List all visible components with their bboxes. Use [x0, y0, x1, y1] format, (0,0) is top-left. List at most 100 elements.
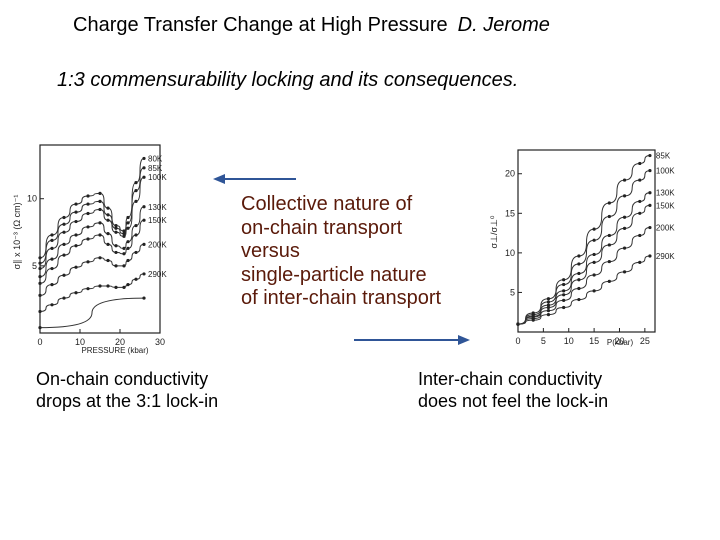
chart0-y-tick-label: 5 [32, 261, 37, 271]
chart0-data-point [50, 246, 54, 250]
chart0-data-point [62, 222, 66, 226]
chartundefined-data-point [577, 286, 581, 291]
chartundefined-data-point [592, 227, 596, 231]
chartundefined-data-point [607, 243, 611, 247]
chart0-data-point [122, 229, 126, 233]
chart0-series-label: 200K [148, 240, 167, 249]
chartundefined-frame [517, 149, 656, 333]
chart0-data-point [50, 238, 54, 242]
chartundefined-data-point [648, 203, 652, 207]
chartundefined-data-point [607, 279, 611, 283]
chart0-data-point [126, 226, 130, 230]
chartundefined-data-point [562, 278, 566, 282]
chart0-y-axis-label: σ∥ x 10⁻³ (Ω cm)⁻¹ [12, 195, 22, 270]
chart0-data-point [98, 221, 102, 225]
caption-line: drops at the 3:1 lock-in [36, 391, 219, 411]
chart0-x-tick-label: 20 [115, 337, 125, 347]
chart0-data-point [106, 232, 110, 236]
caption-line: Inter-chain conductivity [418, 369, 603, 389]
chart0-data-point [126, 283, 130, 287]
chart0-data-point [142, 156, 146, 161]
caption-line: does not feel the lock-in [418, 391, 609, 411]
chart0-data-point [38, 293, 42, 297]
chartundefined-data-point [577, 297, 581, 302]
chart0-data-point [62, 230, 66, 234]
chart0-data-point [142, 218, 146, 222]
chart0-data-point [74, 233, 78, 237]
chartundefined-data-point [592, 289, 596, 293]
chart0-data-point [62, 215, 66, 220]
chart0-data-point [62, 296, 66, 300]
chartundefined-y-tick-label: 15 [505, 208, 515, 218]
chart0-data-point [106, 206, 110, 210]
chartundefined-data-point [562, 289, 566, 293]
chartundefined-series-label: 290K [656, 252, 675, 261]
chartundefined-data-point [546, 309, 551, 313]
slide-title: Charge Transfer Change at High Pressure D… [73, 14, 550, 37]
chart0-data-point [126, 221, 130, 225]
caption-right: Inter-chain conductivity does not feel t… [418, 368, 608, 412]
chart0-data-point [98, 233, 102, 237]
chart0-data-point [38, 256, 42, 260]
chart0-data-point [142, 166, 146, 170]
chart0-data-point [126, 240, 130, 244]
arrow-right-head [458, 335, 470, 345]
chartundefined-x-tick-label: 25 [640, 336, 650, 346]
chartundefined-data-point [592, 252, 596, 257]
chart0-data-point [74, 202, 78, 206]
chartundefined-data-point [607, 201, 611, 205]
chart0-data-point [106, 284, 110, 288]
chartundefined-x-axis-label: P(kbar) [607, 338, 634, 347]
chart0-series-line [39, 206, 145, 278]
chartundefined-series-label: 150K [656, 201, 675, 210]
chart0-y-tick-label: 10 [27, 194, 37, 204]
chart0-data-point [114, 244, 118, 248]
chart0-x-tick-label: 10 [75, 337, 85, 347]
center-explanation: Collective nature of on-chain transport … [241, 193, 441, 311]
center-line: of inter-chain transport [241, 287, 442, 309]
chartundefined-data-point [562, 305, 566, 310]
chartundefined-data-point [562, 293, 566, 297]
chart0-data-point [142, 272, 146, 276]
chart0-data-point [114, 264, 118, 268]
chart0-data-point [114, 223, 118, 228]
chart0-data-point [38, 309, 42, 314]
chart0-data-point [126, 258, 130, 263]
chartundefined-y-axis-label: σ⊥/σ⊥⁰ [489, 215, 499, 248]
chartundefined-series-label: 200K [656, 224, 675, 233]
chart0-data-point [98, 284, 102, 288]
chartundefined-data-point [648, 225, 652, 230]
chart0-data-point [74, 265, 78, 269]
chartundefined-data-point [638, 233, 642, 238]
chartundefined-data-point [638, 161, 642, 166]
chart0-data-point [86, 202, 90, 206]
chart0-data-point [98, 207, 102, 212]
chart0-data-point [142, 242, 146, 246]
chartundefined-x-tick-label: 15 [589, 336, 599, 346]
chartundefined-data-point [622, 270, 627, 274]
chartundefined-data-point [531, 318, 535, 322]
chart0-data-point [122, 234, 126, 238]
chartundefined-data-point [546, 312, 551, 317]
chart0-data-point [50, 257, 54, 261]
chart0-data-point [114, 250, 118, 255]
chartundefined-series-line [517, 227, 650, 325]
chartundefined-data-point [546, 305, 551, 310]
chart0-data-point [38, 326, 42, 330]
chart0-data-point [98, 256, 102, 260]
chart0-series-label: 290K [148, 270, 167, 279]
chart0-data-point [122, 264, 126, 268]
chartundefined-data-point [622, 194, 627, 198]
chart0-series-label: 130K [148, 203, 167, 212]
center-line: single-particle nature [241, 263, 427, 286]
chartundefined-data-point [546, 297, 551, 301]
chartundefined-data-point [648, 254, 652, 258]
center-line: versus [241, 240, 300, 262]
chartundefined-data-point [546, 300, 551, 304]
chart0-data-point [86, 211, 90, 216]
chart0-data-point [74, 210, 78, 214]
chartundefined-data-point [638, 178, 642, 182]
title-text: Charge Transfer Change at High Pressure [73, 14, 448, 36]
chart0-data-point [122, 252, 126, 256]
chartundefined-x-tick-label: 0 [515, 336, 520, 346]
